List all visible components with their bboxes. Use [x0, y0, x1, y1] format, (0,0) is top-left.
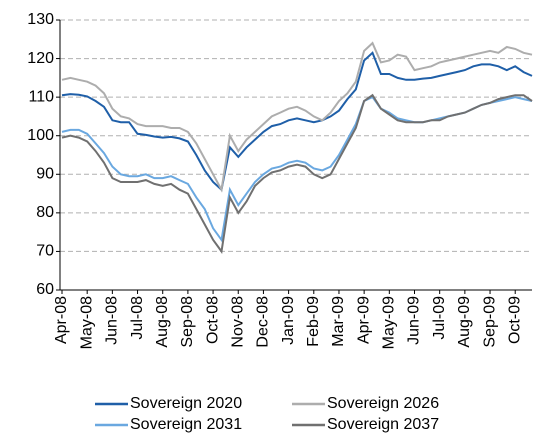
x-tick-label: Feb-09: [305, 296, 322, 347]
x-tick-label: Oct-09: [506, 296, 523, 344]
x-tick-label: Jan-09: [280, 296, 297, 345]
y-tick-label: 130: [27, 11, 54, 28]
x-tick-label: May-09: [381, 296, 398, 349]
legend-label: Sovereign 2020: [130, 395, 242, 412]
x-tick-label: Jun-09: [406, 296, 423, 345]
x-tick-label: Jul-08: [129, 296, 146, 340]
x-tick-label: Aug-09: [456, 296, 473, 348]
y-tick-label: 80: [36, 204, 54, 221]
y-tick-label: 100: [27, 127, 54, 144]
x-tick-label: Apr-08: [53, 296, 70, 344]
x-tick-label: Apr-09: [355, 296, 372, 344]
x-tick-label: Dec-08: [255, 296, 272, 348]
x-tick-label: Nov-08: [229, 296, 246, 348]
x-tick-label: Sep-09: [481, 296, 498, 348]
x-tick-label: Aug-08: [154, 296, 171, 348]
series-line: [61, 41, 533, 193]
x-tick-label: Jul-09: [431, 296, 448, 340]
x-tick-label: May-08: [78, 296, 95, 349]
x-tick-label: Jun-08: [104, 296, 121, 345]
y-tick-label: 70: [36, 243, 54, 260]
x-tick-label: Mar-09: [330, 296, 347, 347]
legend-label: Sovereign 2026: [327, 395, 439, 412]
series-line: [61, 93, 533, 254]
y-tick-label: 90: [36, 166, 54, 183]
y-tick-label: 110: [28, 88, 54, 105]
x-tick-label: Sep-08: [179, 296, 196, 348]
y-tick-label: 60: [36, 281, 54, 298]
legend-label: Sovereign 2037: [327, 416, 439, 433]
legend-label: Sovereign 2031: [130, 416, 242, 433]
series-line: [61, 51, 533, 192]
y-tick-label: 120: [27, 50, 54, 67]
x-tick-label: Oct-08: [204, 296, 221, 344]
